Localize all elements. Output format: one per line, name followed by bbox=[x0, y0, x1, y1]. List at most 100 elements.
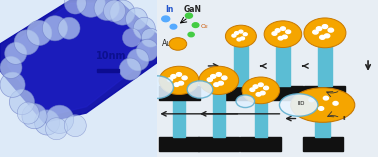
Circle shape bbox=[218, 81, 223, 85]
Bar bbox=[318, 46, 332, 86]
Circle shape bbox=[260, 91, 265, 95]
Circle shape bbox=[136, 39, 158, 61]
Circle shape bbox=[250, 88, 255, 91]
Ellipse shape bbox=[140, 76, 174, 98]
Circle shape bbox=[280, 27, 285, 30]
Circle shape bbox=[178, 81, 184, 85]
Circle shape bbox=[104, 0, 125, 22]
Circle shape bbox=[323, 96, 328, 100]
Circle shape bbox=[199, 66, 239, 95]
Circle shape bbox=[125, 8, 147, 30]
Circle shape bbox=[77, 0, 105, 17]
Circle shape bbox=[207, 78, 212, 81]
Circle shape bbox=[162, 16, 170, 22]
Circle shape bbox=[264, 21, 302, 48]
Bar bbox=[213, 90, 225, 137]
Circle shape bbox=[256, 93, 261, 96]
Circle shape bbox=[278, 36, 283, 40]
Circle shape bbox=[214, 83, 219, 87]
Bar bbox=[303, 137, 342, 151]
Circle shape bbox=[45, 105, 74, 133]
Bar bbox=[315, 115, 330, 137]
Circle shape bbox=[253, 85, 258, 88]
Circle shape bbox=[9, 89, 34, 115]
Circle shape bbox=[182, 76, 187, 80]
Circle shape bbox=[174, 83, 179, 87]
Circle shape bbox=[324, 34, 330, 38]
Circle shape bbox=[22, 104, 47, 129]
Circle shape bbox=[94, 0, 119, 20]
Circle shape bbox=[282, 35, 287, 39]
Circle shape bbox=[42, 16, 67, 41]
Circle shape bbox=[133, 17, 155, 39]
Text: IID: IID bbox=[297, 101, 305, 106]
Circle shape bbox=[243, 33, 247, 36]
Circle shape bbox=[141, 28, 160, 47]
Text: O$_2$: O$_2$ bbox=[200, 22, 209, 31]
Circle shape bbox=[235, 32, 239, 35]
Polygon shape bbox=[8, 3, 149, 116]
Circle shape bbox=[192, 23, 199, 27]
Circle shape bbox=[272, 32, 277, 35]
Circle shape bbox=[211, 75, 216, 78]
Circle shape bbox=[34, 110, 60, 135]
Circle shape bbox=[239, 30, 243, 33]
Circle shape bbox=[5, 42, 27, 64]
Circle shape bbox=[322, 25, 328, 29]
Circle shape bbox=[119, 58, 141, 80]
Bar bbox=[276, 46, 290, 86]
Text: GaN: GaN bbox=[183, 5, 201, 14]
Circle shape bbox=[225, 25, 256, 47]
Bar bbox=[220, 86, 261, 100]
Bar bbox=[255, 100, 267, 137]
Circle shape bbox=[14, 30, 39, 55]
Circle shape bbox=[304, 18, 346, 48]
Bar bbox=[97, 69, 119, 72]
Bar bbox=[240, 137, 281, 151]
Ellipse shape bbox=[187, 81, 213, 98]
Circle shape bbox=[0, 57, 22, 78]
Ellipse shape bbox=[236, 95, 255, 108]
Circle shape bbox=[188, 32, 194, 37]
Circle shape bbox=[319, 107, 324, 110]
Circle shape bbox=[313, 30, 318, 34]
Circle shape bbox=[167, 78, 173, 81]
Circle shape bbox=[240, 37, 245, 40]
Text: In: In bbox=[166, 5, 174, 14]
Text: 10nm: 10nm bbox=[96, 51, 126, 61]
Bar bbox=[304, 86, 345, 100]
Bar bbox=[158, 137, 200, 151]
Bar bbox=[173, 90, 185, 137]
Circle shape bbox=[58, 17, 80, 39]
Circle shape bbox=[258, 83, 263, 87]
Bar bbox=[159, 86, 200, 100]
Circle shape bbox=[328, 28, 333, 32]
Bar bbox=[262, 86, 304, 100]
Circle shape bbox=[64, 115, 86, 137]
Circle shape bbox=[170, 24, 177, 29]
Circle shape bbox=[0, 72, 25, 97]
Ellipse shape bbox=[279, 94, 318, 116]
Circle shape bbox=[45, 118, 67, 140]
Circle shape bbox=[320, 35, 325, 39]
Circle shape bbox=[216, 73, 222, 76]
Circle shape bbox=[64, 0, 86, 14]
Circle shape bbox=[17, 102, 39, 124]
Text: Au: Au bbox=[163, 39, 172, 49]
Circle shape bbox=[316, 27, 322, 31]
Circle shape bbox=[333, 101, 338, 105]
Circle shape bbox=[232, 34, 236, 37]
Circle shape bbox=[237, 38, 241, 41]
Text: II: II bbox=[342, 116, 346, 121]
Circle shape bbox=[222, 76, 227, 80]
Circle shape bbox=[309, 98, 314, 102]
Circle shape bbox=[286, 30, 291, 33]
Circle shape bbox=[110, 0, 135, 25]
Circle shape bbox=[122, 28, 141, 47]
Polygon shape bbox=[0, 0, 157, 122]
Circle shape bbox=[177, 73, 181, 76]
Circle shape bbox=[242, 77, 280, 104]
Text: I: I bbox=[342, 87, 344, 92]
Circle shape bbox=[159, 66, 199, 95]
Circle shape bbox=[27, 20, 52, 46]
